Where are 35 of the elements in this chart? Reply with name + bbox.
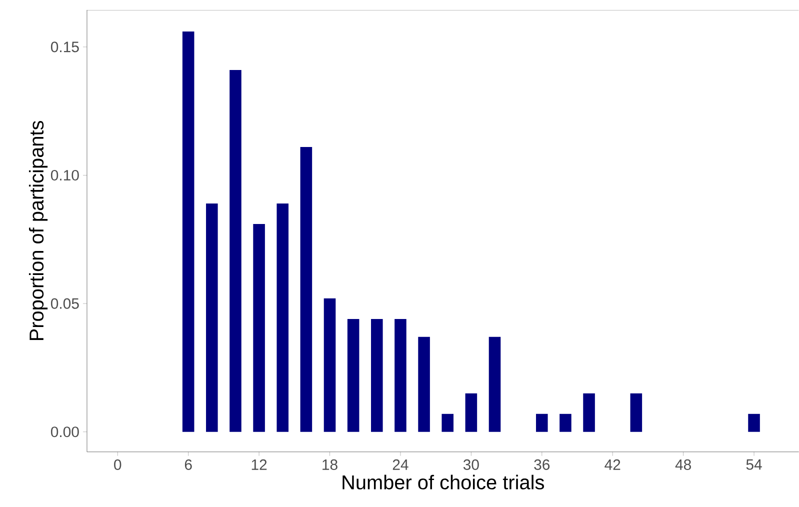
bar [347,319,360,432]
x-tick-label: 48 [675,459,691,470]
bar [394,319,406,432]
bar [748,414,760,432]
x-tick-label: 36 [534,459,550,470]
bar [536,414,548,432]
y-tick-label: 0.00 [50,426,79,438]
x-tick-label: 54 [746,459,762,470]
y-tick-label: 0.15 [50,42,79,52]
bar [230,70,242,432]
x-tick-label: 0 [114,459,122,470]
bar [418,336,430,432]
y-axis-title: Proportion of participants [28,121,48,340]
x-tick-label: 30 [463,459,479,470]
bar [630,393,642,432]
bar [206,204,218,432]
bar [276,204,289,432]
x-axis-title: Number of choice trials [342,474,544,490]
bar [488,336,501,432]
bar [371,319,383,432]
bar [300,147,312,432]
bar [324,298,336,432]
bar [465,393,478,432]
bar [182,32,194,432]
bar [253,224,265,432]
bar [583,393,595,432]
bar [442,414,454,432]
x-tick-label: 12 [252,459,267,470]
x-tick-label: 24 [392,459,408,470]
x-tick-label: 6 [184,459,192,470]
y-tick-label: 0.10 [50,170,79,181]
x-tick-label: 42 [604,459,620,470]
bar [560,414,572,432]
x-tick-label: 18 [322,459,338,470]
y-tick-label: 0.05 [50,298,79,309]
